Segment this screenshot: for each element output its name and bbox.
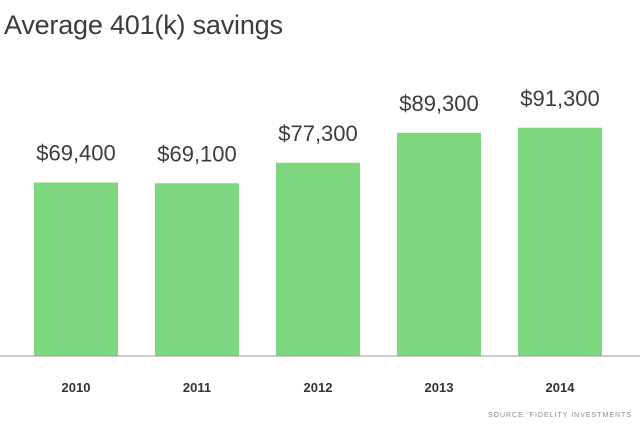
bar-2012 xyxy=(276,162,360,356)
category-label-2013: 2013 xyxy=(425,380,454,395)
category-label-2014: 2014 xyxy=(546,380,576,395)
bar-2010 xyxy=(34,182,118,356)
bar-2014 xyxy=(518,127,602,356)
bars-group xyxy=(34,127,602,356)
value-label-2014: $91,300 xyxy=(520,86,600,111)
chart-title: Average 401(k) savings xyxy=(4,10,283,40)
value-label-2010: $69,400 xyxy=(36,141,116,166)
value-label-2012: $77,300 xyxy=(278,121,358,146)
value-labels-group: $69,400 $69,100 $77,300 $89,300 $91,300 xyxy=(36,86,600,167)
category-label-2011: 2011 xyxy=(183,380,211,395)
value-label-2013: $89,300 xyxy=(399,91,479,116)
category-label-2012: 2012 xyxy=(304,380,333,395)
bar-2013 xyxy=(397,132,481,356)
category-labels-group: 2010 2011 2012 2013 2014 xyxy=(62,380,576,395)
value-label-2011: $69,100 xyxy=(157,141,237,166)
category-label-2010: 2010 xyxy=(62,380,91,395)
source-note: SOURCE: FIDELITY INVESTMENTS xyxy=(487,412,632,419)
bar-2011 xyxy=(155,183,239,356)
